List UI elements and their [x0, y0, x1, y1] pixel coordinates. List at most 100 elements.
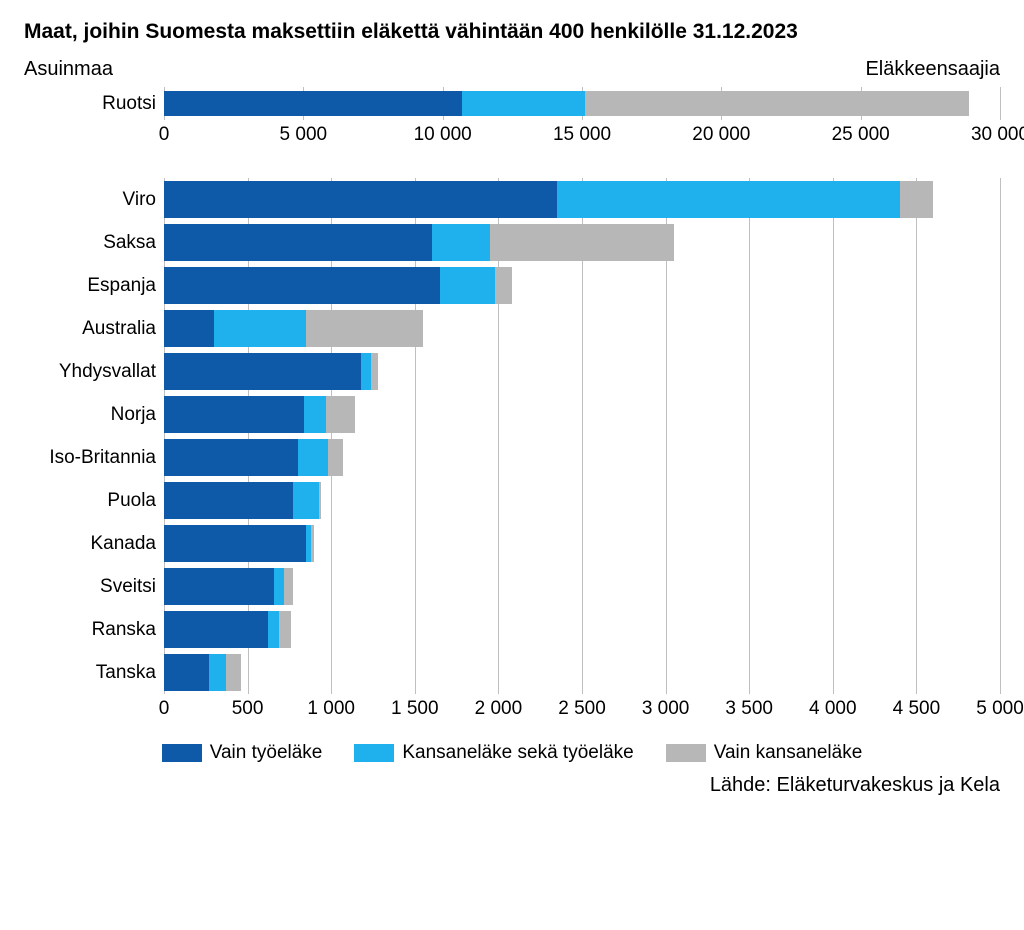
axis-tick: 30 000	[971, 124, 1024, 146]
top-axis-ticks: 05 00010 00015 00020 00025 00030 000	[164, 120, 1000, 150]
bar-segment-seg2	[440, 267, 495, 304]
chart-row: Viro	[24, 178, 1000, 221]
bar-segment-seg2	[209, 654, 226, 691]
swatch-icon	[666, 744, 706, 762]
legend-item-seg1: Vain työeläke	[162, 742, 323, 764]
chart-row: Tanska	[24, 651, 1000, 694]
bar-segment-seg3	[495, 267, 512, 304]
axis-tick: 1 000	[307, 698, 355, 720]
bar-segment-seg2	[274, 568, 284, 605]
axis-tick: 5 000	[280, 124, 328, 146]
chart-row: Kanada	[24, 522, 1000, 565]
bar-segment-seg3	[585, 91, 970, 116]
bar-segment-seg1	[164, 267, 440, 304]
legend-label: Kansaneläke sekä työeläke	[402, 742, 633, 764]
bar-segment-seg1	[164, 611, 268, 648]
chart-row: Ruotsi	[24, 87, 1000, 120]
bar-segment-seg3	[319, 482, 321, 519]
bar-segment-seg2	[462, 91, 585, 116]
axis-tick: 1 500	[391, 698, 439, 720]
row-label: Saksa	[24, 232, 164, 254]
row-label: Ruotsi	[24, 93, 164, 115]
bar-segment-seg1	[164, 439, 298, 476]
chart-row: Norja	[24, 393, 1000, 436]
top-chart: Ruotsi 05 00010 00015 00020 00025 00030 …	[24, 87, 1000, 150]
axis-tick: 500	[232, 698, 264, 720]
row-label: Iso-Britannia	[24, 447, 164, 469]
bar-segment-seg1	[164, 396, 304, 433]
chart-row: Australia	[24, 307, 1000, 350]
bar-segment-seg3	[326, 396, 354, 433]
chart-row: Ranska	[24, 608, 1000, 651]
bar-segment-seg3	[284, 568, 292, 605]
axis-tick: 0	[159, 124, 170, 146]
row-label: Sveitsi	[24, 576, 164, 598]
bar-segment-seg1	[164, 310, 214, 347]
axis-tick: 20 000	[692, 124, 750, 146]
row-label: Espanja	[24, 275, 164, 297]
bar-segment-seg1	[164, 353, 361, 390]
axis-tick: 5 000	[976, 698, 1024, 720]
axis-tick: 25 000	[832, 124, 890, 146]
row-label: Tanska	[24, 662, 164, 684]
legend-label: Vain kansaneläke	[714, 742, 863, 764]
legend-item-seg2: Kansaneläke sekä työeläke	[354, 742, 633, 764]
axis-tick: 3 500	[725, 698, 773, 720]
row-label: Ranska	[24, 619, 164, 641]
axis-left-label: Asuinmaa	[24, 58, 113, 81]
row-label: Puola	[24, 490, 164, 512]
source-text: Lähde: Eläketurvakeskus ja Kela	[24, 774, 1000, 797]
axis-tick: 10 000	[414, 124, 472, 146]
chart-title: Maat, joihin Suomesta maksettiin eläkett…	[24, 20, 1000, 44]
bar-segment-seg3	[371, 353, 378, 390]
bar-segment-seg1	[164, 568, 274, 605]
bar-segment-seg1	[164, 91, 462, 116]
bar-segment-seg1	[164, 654, 209, 691]
bar-segment-seg1	[164, 181, 557, 218]
axis-tick: 3 000	[642, 698, 690, 720]
bar-segment-seg1	[164, 482, 293, 519]
row-label: Australia	[24, 318, 164, 340]
legend-label: Vain työeläke	[210, 742, 323, 764]
chart-row: Sveitsi	[24, 565, 1000, 608]
bar-segment-seg1	[164, 525, 306, 562]
axis-tick: 2 500	[558, 698, 606, 720]
bar-segment-seg1	[164, 224, 432, 261]
bar-segment-seg3	[311, 525, 314, 562]
chart-row: Puola	[24, 479, 1000, 522]
swatch-icon	[354, 744, 394, 762]
axis-right-label: Eläkkeensaajia	[865, 58, 1000, 81]
bar-segment-seg3	[279, 611, 291, 648]
bar-segment-seg3	[306, 310, 423, 347]
bar-segment-seg2	[214, 310, 306, 347]
bar-segment-seg2	[557, 181, 900, 218]
swatch-icon	[162, 744, 202, 762]
bottom-chart: Viro Saksa Espanja Australia Yhdysvallat Norj…	[24, 178, 1000, 724]
chart-row: Iso-Britannia	[24, 436, 1000, 479]
row-label: Viro	[24, 189, 164, 211]
bar-segment-seg3	[226, 654, 241, 691]
row-label: Yhdysvallat	[24, 361, 164, 383]
row-label: Kanada	[24, 533, 164, 555]
bar-segment-seg2	[298, 439, 328, 476]
chart-row: Saksa	[24, 221, 1000, 264]
bar-segment-seg2	[361, 353, 371, 390]
bar-segment-seg2	[293, 482, 320, 519]
bar-segment-seg3	[490, 224, 674, 261]
bottom-axis-ticks: 05001 0001 5002 0002 5003 0003 5004 0004…	[164, 694, 1000, 724]
row-label: Norja	[24, 404, 164, 426]
axis-tick: 15 000	[553, 124, 611, 146]
axis-tick: 4 000	[809, 698, 857, 720]
legend-item-seg3: Vain kansaneläke	[666, 742, 863, 764]
axis-tick: 4 500	[893, 698, 941, 720]
chart-row: Yhdysvallat	[24, 350, 1000, 393]
bar-segment-seg2	[304, 396, 326, 433]
bar-segment-seg2	[268, 611, 280, 648]
bar-segment-seg2	[432, 224, 491, 261]
bar-segment-seg3	[328, 439, 343, 476]
axis-tick: 2 000	[475, 698, 523, 720]
bar-segment-seg3	[900, 181, 933, 218]
legend: Vain työeläke Kansaneläke sekä työeläke …	[24, 742, 1000, 764]
axis-tick: 0	[159, 698, 170, 720]
chart-row: Espanja	[24, 264, 1000, 307]
